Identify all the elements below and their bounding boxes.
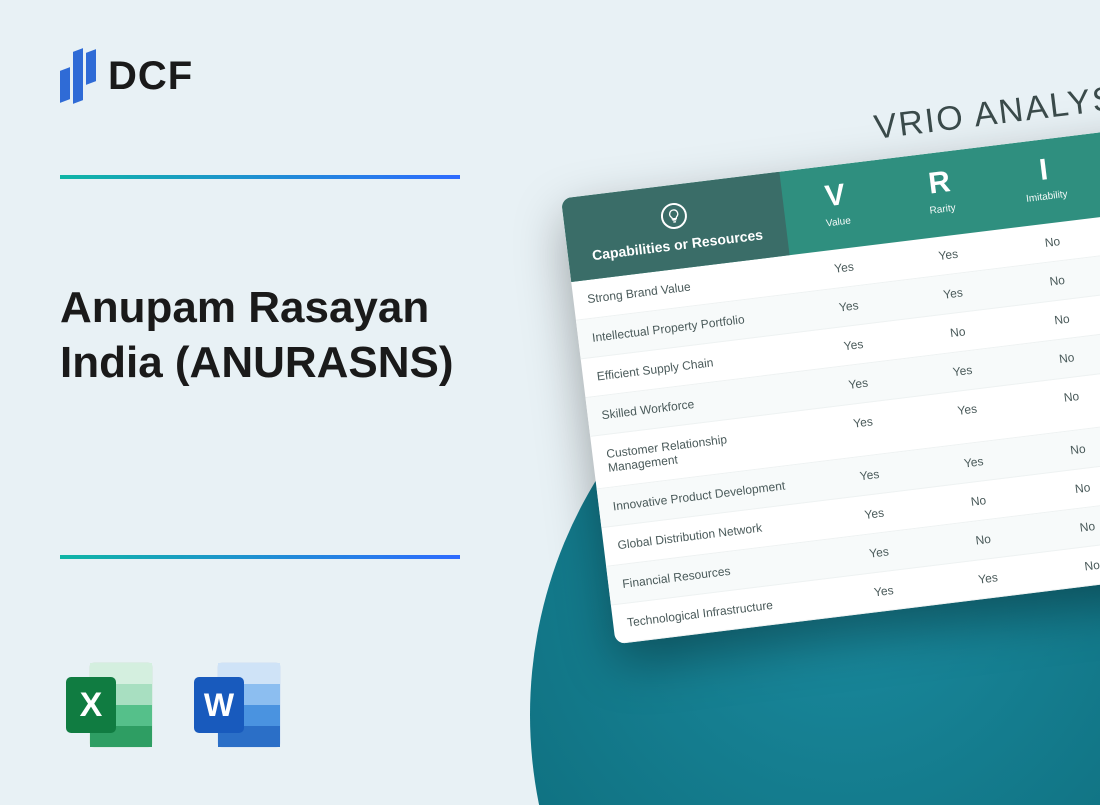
- svg-text:X: X: [80, 686, 103, 724]
- app-icons: X W: [60, 655, 288, 755]
- divider-bottom: [60, 555, 460, 559]
- excel-icon: X: [60, 655, 160, 755]
- word-icon: W: [188, 655, 288, 755]
- logo-mark: [60, 50, 96, 102]
- svg-text:W: W: [204, 687, 235, 723]
- vrio-panel: VRIO ANALYSIS Capabilities or Resources …: [555, 70, 1100, 644]
- brand-logo: DCF: [60, 50, 193, 102]
- vrio-col-v: V Value: [779, 159, 893, 255]
- brand-name: DCF: [108, 54, 193, 99]
- infographic-canvas: DCF Anupam Rasayan India (ANURASNS) X: [0, 0, 1100, 805]
- vrio-col-i: I Imitability: [988, 133, 1100, 229]
- page-title: Anupam Rasayan India (ANURASNS): [60, 280, 540, 390]
- divider-top: [60, 175, 460, 179]
- vrio-table: Capabilities or Resources V Value R Rari…: [561, 121, 1100, 644]
- capabilities-label: Capabilities or Resources: [591, 226, 764, 264]
- lightbulb-icon: [659, 201, 688, 230]
- vrio-col-r: R Rarity: [884, 146, 998, 242]
